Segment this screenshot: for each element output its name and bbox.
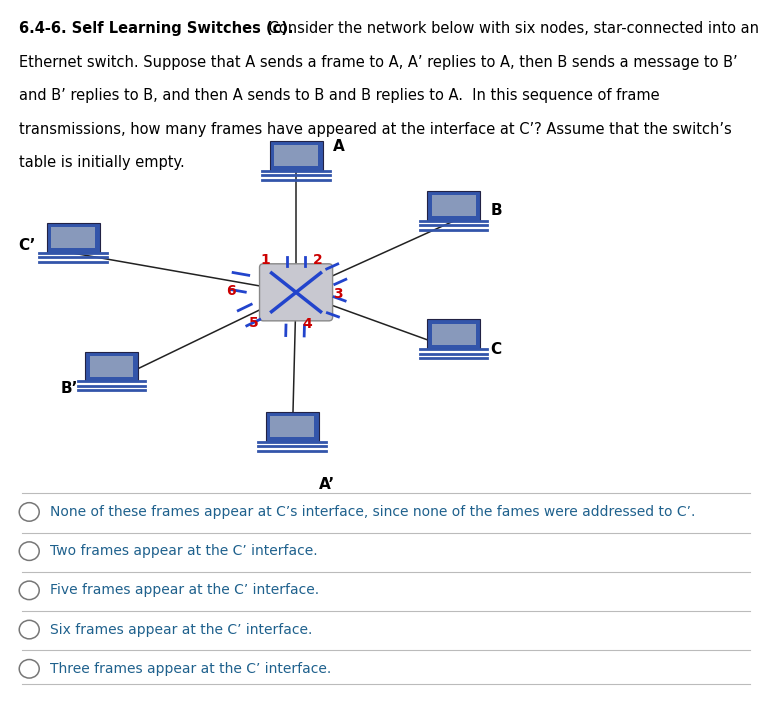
Text: Two frames appear at the C’ interface.: Two frames appear at the C’ interface. xyxy=(50,544,318,558)
Text: 2: 2 xyxy=(313,253,322,267)
FancyBboxPatch shape xyxy=(432,324,475,345)
FancyBboxPatch shape xyxy=(428,319,480,349)
Text: A’: A’ xyxy=(319,477,335,493)
FancyBboxPatch shape xyxy=(275,145,318,167)
Text: B: B xyxy=(490,202,502,218)
Text: None of these frames appear at C’s interface, since none of the fames were addre: None of these frames appear at C’s inter… xyxy=(50,505,695,519)
Text: Consider the network below with six nodes, star-connected into an: Consider the network below with six node… xyxy=(264,21,759,36)
FancyBboxPatch shape xyxy=(89,356,134,376)
Text: A: A xyxy=(332,138,345,154)
Text: 5: 5 xyxy=(249,316,258,330)
Text: Three frames appear at the C’ interface.: Three frames appear at the C’ interface. xyxy=(50,662,331,676)
FancyBboxPatch shape xyxy=(271,416,315,437)
Text: table is initially empty.: table is initially empty. xyxy=(19,155,185,170)
Text: C: C xyxy=(491,342,501,357)
FancyBboxPatch shape xyxy=(428,191,480,221)
Text: 3: 3 xyxy=(334,287,343,301)
Text: 6: 6 xyxy=(226,284,235,298)
FancyBboxPatch shape xyxy=(260,264,332,321)
FancyBboxPatch shape xyxy=(266,412,319,442)
Text: and B’ replies to B, and then A sends to B and B replies to A.  In this sequence: and B’ replies to B, and then A sends to… xyxy=(19,88,660,103)
FancyBboxPatch shape xyxy=(270,141,323,171)
FancyBboxPatch shape xyxy=(85,352,138,381)
FancyBboxPatch shape xyxy=(46,223,100,253)
Text: Ethernet switch. Suppose that A sends a frame to A, A’ replies to A, then B send: Ethernet switch. Suppose that A sends a … xyxy=(19,55,737,70)
Text: C’: C’ xyxy=(18,238,35,254)
Text: 6.4-6. Self Learning Switches (c).: 6.4-6. Self Learning Switches (c). xyxy=(19,21,294,36)
Text: Six frames appear at the C’ interface.: Six frames appear at the C’ interface. xyxy=(50,622,312,637)
Text: Five frames appear at the C’ interface.: Five frames appear at the C’ interface. xyxy=(50,583,319,597)
FancyBboxPatch shape xyxy=(432,195,475,217)
Text: transmissions, how many frames have appeared at the interface at C’? Assume that: transmissions, how many frames have appe… xyxy=(19,122,732,137)
Text: B’: B’ xyxy=(61,381,78,396)
Text: 4: 4 xyxy=(303,317,312,332)
FancyBboxPatch shape xyxy=(51,227,95,249)
Text: 1: 1 xyxy=(261,253,270,267)
